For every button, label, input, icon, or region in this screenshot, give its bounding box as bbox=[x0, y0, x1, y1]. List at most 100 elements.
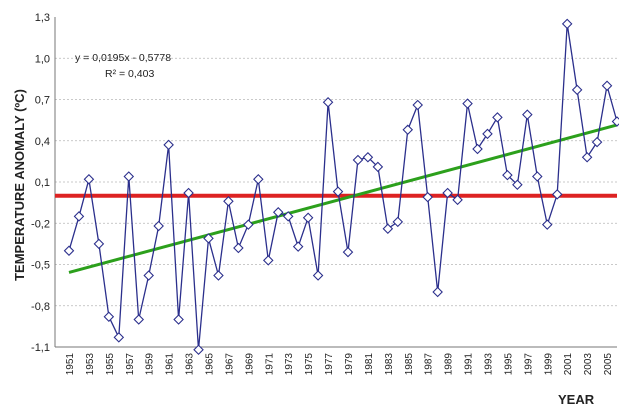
data-point-marker bbox=[591, 136, 603, 148]
y-tick-label: 0,1 bbox=[35, 177, 50, 189]
data-point-marker bbox=[482, 128, 493, 140]
data-point-marker bbox=[153, 220, 164, 232]
y-tick-label: -1,1 bbox=[31, 342, 50, 354]
data-point-marker bbox=[73, 211, 85, 222]
y-tick-label: 0,7 bbox=[35, 95, 50, 107]
data-point-marker bbox=[571, 84, 583, 96]
data-point-marker bbox=[392, 216, 404, 228]
data-point-marker bbox=[372, 161, 384, 173]
data-point-marker bbox=[541, 219, 553, 230]
data-point-marker bbox=[492, 112, 503, 123]
data-point-marker bbox=[462, 98, 473, 109]
x-tick-label: 1987 bbox=[424, 353, 435, 376]
data-point-marker bbox=[422, 191, 433, 203]
y-tick-label: -0,2 bbox=[31, 218, 50, 230]
data-point-marker bbox=[302, 212, 314, 224]
x-tick-label: 1951 bbox=[65, 353, 76, 376]
data-point-marker bbox=[332, 186, 344, 197]
data-point-marker bbox=[581, 151, 593, 163]
x-tick-label: 1967 bbox=[224, 353, 235, 376]
data-point-marker bbox=[362, 151, 374, 163]
y-tick-label: 1,0 bbox=[35, 53, 50, 65]
linear-trendline bbox=[68, 123, 618, 274]
data-point-marker bbox=[103, 311, 115, 323]
y-tick-label: 0,4 bbox=[35, 136, 50, 148]
x-tick-label: 1961 bbox=[165, 353, 176, 376]
data-point-marker bbox=[262, 255, 274, 266]
data-point-marker bbox=[561, 18, 573, 30]
trendline bbox=[68, 123, 618, 274]
data-point-marker bbox=[502, 169, 513, 181]
x-tick-label: 1991 bbox=[464, 353, 475, 376]
data-point-marker bbox=[93, 238, 105, 250]
x-tick-label: 1995 bbox=[503, 353, 514, 376]
plot-area bbox=[54, 17, 617, 348]
x-tick-label: 1979 bbox=[344, 353, 355, 376]
data-point-marker bbox=[282, 211, 294, 222]
data-point-marker bbox=[322, 96, 334, 108]
x-tick-label: 2005 bbox=[603, 353, 614, 376]
data-point-marker bbox=[472, 143, 483, 155]
y-tick-labels: 1,3 1,0 0,7 0,4 0,1 -0,2 -0,5 -0,8 -1,1 bbox=[31, 12, 50, 354]
x-tick-label: 2001 bbox=[563, 353, 574, 376]
data-point-marker bbox=[412, 99, 424, 111]
data-point-marker bbox=[243, 219, 254, 230]
y-axis-title: TEMPERATURE ANOMALY (ºC) bbox=[12, 89, 27, 281]
data-point-marker bbox=[183, 187, 194, 199]
data-point-marker bbox=[133, 314, 145, 325]
r-squared-label: R² = 0,403 bbox=[105, 68, 154, 80]
anomaly-line bbox=[68, 23, 618, 350]
data-point-marker bbox=[342, 246, 354, 258]
x-tick-label: 1975 bbox=[304, 353, 315, 376]
trend-equation: y = 0,0195x - 0,5778 bbox=[75, 52, 171, 64]
data-point-marker bbox=[551, 189, 563, 200]
x-tick-label: 1963 bbox=[185, 353, 196, 376]
x-tick-label: 1989 bbox=[444, 353, 455, 376]
data-point-marker bbox=[203, 233, 214, 244]
data-point-marker bbox=[442, 187, 453, 199]
x-axis-title: YEAR bbox=[558, 392, 595, 407]
y-tick-label: 1,3 bbox=[35, 12, 50, 24]
y-tick-label: -0,8 bbox=[31, 301, 50, 313]
data-point-marker bbox=[223, 195, 234, 207]
data-point-marker bbox=[83, 173, 95, 185]
x-tick-label: 1957 bbox=[125, 353, 136, 376]
data-point-marker bbox=[213, 270, 224, 281]
data-point-marker bbox=[173, 314, 184, 325]
x-tick-label: 1997 bbox=[523, 353, 534, 376]
x-tick-label: 1973 bbox=[284, 353, 295, 376]
data-point-marker bbox=[611, 116, 619, 127]
data-point-marker bbox=[123, 171, 135, 182]
x-tick-label: 1981 bbox=[364, 353, 375, 376]
data-point-marker bbox=[193, 344, 204, 356]
data-point-marker bbox=[452, 194, 463, 206]
data-point-marker bbox=[312, 270, 324, 281]
data-point-marker bbox=[382, 223, 394, 235]
gridlines bbox=[55, 57, 617, 307]
y-tick-label: -0,5 bbox=[31, 260, 50, 272]
x-tick-label: 1965 bbox=[204, 353, 215, 376]
data-point-marker bbox=[163, 139, 174, 151]
data-point-marker bbox=[233, 242, 244, 254]
x-tick-label: 1971 bbox=[264, 353, 275, 376]
data-point-marker bbox=[253, 173, 264, 185]
x-tick-label: 1977 bbox=[324, 353, 335, 376]
x-tick-label: 2003 bbox=[583, 353, 594, 376]
data-point-marker bbox=[352, 154, 364, 166]
x-tick-label: 1985 bbox=[404, 353, 415, 376]
data-point-marker bbox=[512, 179, 523, 191]
data-point-marker bbox=[522, 109, 533, 120]
x-tick-label: 1959 bbox=[145, 353, 156, 376]
data-point-marker bbox=[143, 270, 154, 281]
data-point-marker bbox=[402, 124, 414, 136]
data-point-marker bbox=[432, 286, 443, 298]
data-point-marker bbox=[292, 241, 304, 252]
data-point-marker bbox=[113, 332, 125, 343]
anomaly-series bbox=[63, 18, 619, 356]
x-tick-label: 1999 bbox=[543, 353, 554, 376]
data-point-marker bbox=[601, 80, 613, 92]
x-tick-label: 1993 bbox=[483, 353, 494, 376]
data-point-marker bbox=[532, 171, 543, 182]
x-tick-label: 1953 bbox=[85, 353, 96, 376]
